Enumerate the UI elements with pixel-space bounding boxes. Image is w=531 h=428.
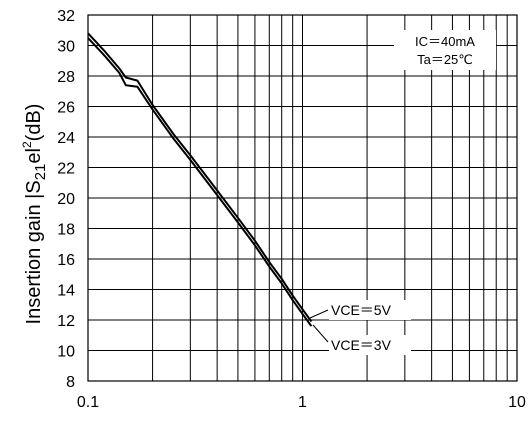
y-tick-label: 8 [66,374,75,391]
series-label-vce5-text: VCE＝5V [331,302,392,318]
y-tick-label: 14 [57,283,75,300]
y-tick-label: 20 [57,191,75,208]
leader-line-vce3 [312,324,329,343]
y-tick-label: 32 [57,8,75,25]
y-axis-title: Insertion gain |S21el2(dB) [20,104,49,325]
y-tick-label: 28 [57,69,75,86]
condition-ic: IC＝40mA [415,34,475,49]
x-tick-label: 0.1 [77,394,99,411]
y-tick-label: 16 [57,252,75,269]
condition-ta: Ta＝25℃ [417,52,473,67]
y-tick-label: 26 [57,100,75,117]
series-line-0 [87,32,313,323]
y-tick-label: 30 [57,39,75,56]
plot-frame [87,14,518,382]
y-axis-title-subscript: 21 [32,164,49,181]
y-tick-labels: 8 10 12 14 16 18 20 22 24 26 28 30 32 [57,8,75,391]
y-tick-label: 18 [57,222,75,239]
y-axis-title-mid: el [23,148,45,164]
y-axis-title-suffix: (dB) [23,104,45,142]
series-line-1 [87,37,313,327]
y-tick-label: 12 [57,313,75,330]
leader-line-vce5 [309,309,329,319]
x-tick-label: 1 [298,394,307,411]
y-axis-title-superscript: 2 [20,141,34,148]
y-tick-label: 22 [57,161,75,178]
series-label-vce3: VCE＝3V [312,324,411,355]
series-lines [87,32,313,327]
x-tick-label: 10 [508,394,526,411]
x-tick-labels: 0.1 1 10 [77,394,526,411]
y-tick-label: 10 [57,344,75,361]
y-tick-label: 24 [57,130,75,147]
conditions-box: IC＝40mA Ta＝25℃ [394,30,496,70]
y-axis-title-prefix: Insertion gain |S [23,180,45,324]
series-label-vce3-text: VCE＝3V [331,337,392,353]
series-label-vce5: VCE＝5V [309,300,411,320]
